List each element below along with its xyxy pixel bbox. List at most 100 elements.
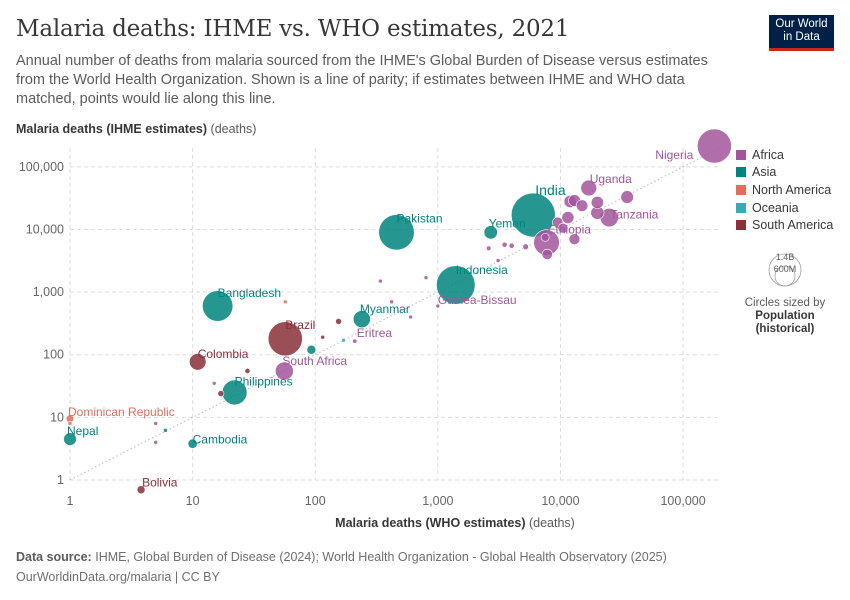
point-label-cambodia: Cambodia xyxy=(193,433,248,447)
point[interactable] xyxy=(389,299,394,305)
point-pakistan[interactable] xyxy=(378,214,415,251)
legend-swatch xyxy=(736,167,746,178)
point[interactable] xyxy=(495,258,501,263)
point-india[interactable] xyxy=(510,192,556,238)
point-label-tanzania: Tanzania xyxy=(610,208,658,222)
legend-label: Oceania xyxy=(752,200,799,215)
y-tick-label: 1,000 xyxy=(33,285,64,299)
point[interactable] xyxy=(423,275,429,281)
x-axis-label: Malaria deaths (WHO estimates) (deaths) xyxy=(0,516,850,530)
point-uganda[interactable] xyxy=(580,179,597,197)
point[interactable] xyxy=(540,232,550,242)
point[interactable] xyxy=(522,243,529,250)
point-bangladesh[interactable] xyxy=(202,290,234,322)
legend-item-oceania[interactable]: Oceania xyxy=(736,199,833,217)
point-label-ethiopia: Ethiopia xyxy=(548,222,592,236)
point[interactable] xyxy=(341,337,346,343)
y-tick-label: 100 xyxy=(43,348,64,362)
point-cambodia[interactable] xyxy=(187,438,198,449)
size-key-caption-text: Circles sized by xyxy=(744,297,826,309)
legend-item-asia[interactable]: Asia xyxy=(736,164,833,182)
size-key-variable-note: (historical) xyxy=(755,323,815,335)
point-label-colombia: Colombia xyxy=(198,347,249,361)
point-bolivia[interactable] xyxy=(136,485,146,495)
point-indonesia[interactable] xyxy=(436,265,476,305)
size-key-caption: Circles sized by Population (historical) xyxy=(736,297,834,336)
point-label-guinea-bissau: Guinea-Bissau xyxy=(438,293,517,307)
parity-line xyxy=(69,147,721,481)
point[interactable] xyxy=(153,421,159,426)
x-tick-label: 10,000 xyxy=(541,494,579,508)
point-nigeria[interactable] xyxy=(697,128,732,164)
point-myanmar[interactable] xyxy=(352,310,371,329)
point-label-eritrea: Eritrea xyxy=(357,326,393,340)
point[interactable] xyxy=(335,318,342,325)
tick-labels: 1 10 100 1,000 10,000 100,000 1 10 100 1,000 10,00… xyxy=(19,160,706,508)
x-tick-label: 100 xyxy=(305,494,326,508)
point-colombia[interactable] xyxy=(189,353,207,371)
legend-item-south-america[interactable]: South America xyxy=(736,216,833,234)
point-label-indonesia: Indonesia xyxy=(456,263,508,277)
legend-swatch xyxy=(736,220,746,231)
legend-item-africa[interactable]: Africa xyxy=(736,146,833,164)
point-label-brazil: Brazil xyxy=(285,318,315,332)
point-nepal[interactable] xyxy=(63,432,77,446)
size-key-variable: Population xyxy=(755,310,815,322)
point-label-south-africa: South Africa xyxy=(282,354,347,368)
point[interactable] xyxy=(378,278,383,284)
point[interactable] xyxy=(163,428,168,433)
chart-title: Malaria deaths: IHME vs. WHO estimates, … xyxy=(16,16,570,42)
point[interactable] xyxy=(561,211,575,224)
point[interactable] xyxy=(575,199,589,212)
x-tick-label: 100,000 xyxy=(660,494,705,508)
point[interactable] xyxy=(590,195,604,209)
x-axis-unit: (deaths) xyxy=(528,516,575,530)
owid-logo[interactable]: Our World in Data xyxy=(769,15,834,51)
point-label-philippines: Philippines xyxy=(235,374,293,388)
point-guinea-bissau[interactable] xyxy=(435,303,441,309)
point[interactable] xyxy=(67,421,73,426)
point-eritrea[interactable] xyxy=(352,338,358,344)
point[interactable] xyxy=(283,299,288,305)
point[interactable] xyxy=(620,190,634,204)
point-label-nigeria: Nigeria xyxy=(655,148,693,162)
chart-subtitle: Annual number of deaths from malaria sou… xyxy=(16,53,708,107)
point[interactable] xyxy=(568,233,581,245)
point[interactable] xyxy=(306,344,317,355)
point[interactable] xyxy=(408,314,413,320)
y-axis-name: Malaria deaths (IHME estimates) xyxy=(16,122,208,136)
footer-url[interactable]: OurWorldinData.org/malaria | CC BY xyxy=(16,570,220,584)
legend-swatch xyxy=(736,202,746,213)
legend-label: South America xyxy=(752,218,834,233)
size-key: 1.4B 600M Circles sized by Population (h… xyxy=(736,250,834,336)
point[interactable] xyxy=(508,242,515,249)
point[interactable] xyxy=(320,334,326,340)
y-tick-label: 10,000 xyxy=(26,222,64,236)
point[interactable] xyxy=(211,380,217,386)
point-brazil[interactable] xyxy=(267,321,303,357)
point[interactable] xyxy=(244,368,251,374)
point[interactable] xyxy=(486,245,492,251)
point[interactable] xyxy=(153,439,159,445)
point-label-yemen: Yemen xyxy=(489,216,526,230)
point-label-bolivia: Bolivia xyxy=(142,476,178,490)
point[interactable] xyxy=(541,248,553,260)
point[interactable] xyxy=(217,390,225,397)
point-south-africa[interactable] xyxy=(274,361,294,381)
data-source: Data source: IHME, Global Burden of Dise… xyxy=(16,547,667,567)
point-label-dominican-republic: Dominican Republic xyxy=(68,405,175,419)
y-tick-label: 1 xyxy=(57,473,64,487)
logo-line-1: Our World xyxy=(775,18,828,30)
data-points[interactable] xyxy=(63,128,732,495)
legend-item-north-america[interactable]: North America xyxy=(736,181,833,199)
x-tick-label: 1,000 xyxy=(422,494,453,508)
point-labels: Nigeria India Uganda Tanzania Ethiopia Pakist… xyxy=(67,148,694,490)
point[interactable] xyxy=(501,241,508,248)
point-yemen[interactable] xyxy=(483,225,498,240)
legend-swatch xyxy=(736,184,746,195)
legend-swatch xyxy=(736,149,746,160)
size-key-circle-mid xyxy=(774,265,796,287)
legend-label: North America xyxy=(752,182,832,197)
point[interactable] xyxy=(557,222,569,234)
